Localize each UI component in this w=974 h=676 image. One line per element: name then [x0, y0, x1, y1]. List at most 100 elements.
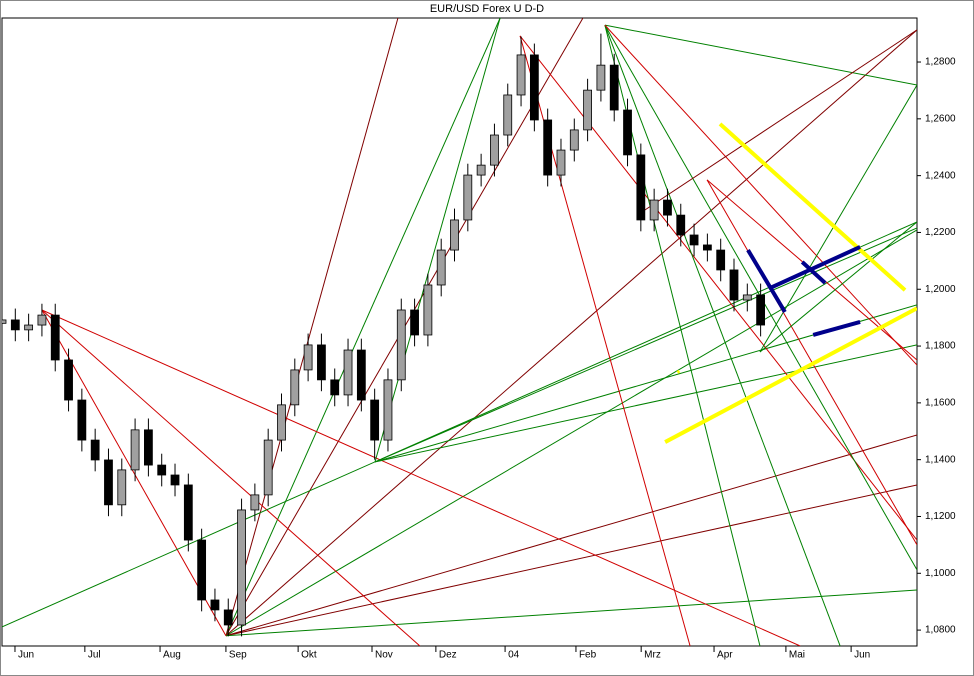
- trend-line: [225, 18, 399, 636]
- x-tick-label: Okt: [301, 650, 317, 661]
- candles: [2, 33, 766, 637]
- axes: 1,0800 1,1000 1,1200 1,1400 1,1600 1,1800 1,20…: [14, 57, 956, 661]
- candle-body: [343, 349, 353, 396]
- trend-line: [2, 221, 917, 628]
- candle-body: [596, 64, 606, 91]
- trend-line: [374, 18, 501, 463]
- candle-body: [649, 199, 659, 221]
- y-tick-label: 1,1000: [925, 568, 956, 579]
- candle-body: [2, 319, 7, 324]
- trend-line: [225, 484, 917, 637]
- y-tick-label: 1,2000: [925, 284, 956, 295]
- candle-body: [24, 324, 34, 331]
- candle-body: [130, 429, 140, 471]
- y-tick-label: 1,2200: [925, 227, 956, 238]
- candle-body: [623, 109, 632, 156]
- candle-body: [609, 64, 619, 111]
- candle-body: [636, 154, 646, 221]
- candle-body: [157, 464, 167, 476]
- trend-line: [759, 221, 917, 353]
- trend-line: [746, 249, 787, 314]
- x-tick-label: Jun: [854, 650, 870, 661]
- chart-title: EUR/USD Forex U D-D: [430, 3, 544, 15]
- trend-line: [225, 18, 501, 636]
- trend-line: [676, 369, 681, 374]
- trend-line: [812, 319, 861, 337]
- candle-body: [144, 429, 153, 466]
- candle-body: [370, 399, 380, 441]
- x-tick-label: 04: [508, 650, 520, 661]
- candle-body: [423, 284, 433, 336]
- candle-body: [556, 149, 566, 176]
- candle-body: [516, 54, 526, 96]
- x-tick-label: Dez: [439, 650, 457, 661]
- candle-body: [543, 119, 553, 176]
- candle-body: [569, 129, 579, 151]
- candle-body: [463, 174, 473, 221]
- y-tick-label: 1,2800: [925, 57, 956, 68]
- trend-line: [718, 122, 907, 292]
- x-tick-label: Aug: [163, 650, 181, 661]
- candle-body: [223, 609, 233, 626]
- x-tick-label: Mrz: [644, 650, 661, 661]
- x-tick-label: Nov: [375, 650, 393, 661]
- x-tick-label: Feb: [579, 650, 597, 661]
- y-tick-label: 1,1600: [925, 398, 956, 409]
- candle-body: [277, 404, 286, 441]
- candle-body: [170, 474, 180, 486]
- candle-body: [117, 469, 127, 506]
- candle-body: [663, 199, 672, 216]
- candle-body: [689, 234, 699, 246]
- trend-line: [225, 589, 917, 637]
- candle-body: [10, 319, 20, 331]
- trend-line: [41, 309, 421, 646]
- candle-body: [250, 494, 260, 511]
- x-tick-label: Apr: [717, 650, 733, 661]
- candle-body: [263, 439, 273, 496]
- trend-line: [800, 260, 827, 285]
- candle-body: [410, 309, 419, 336]
- candle-body: [490, 134, 499, 166]
- trend-line: [225, 434, 917, 637]
- trend-line: [604, 24, 917, 366]
- candle-body: [702, 244, 712, 251]
- candle-body: [210, 599, 220, 611]
- candle-body: [742, 294, 752, 301]
- candle-body: [729, 269, 739, 301]
- candle-body: [716, 249, 726, 271]
- trend-line: [639, 29, 917, 214]
- candle-body: [583, 89, 592, 131]
- trend-line: [664, 306, 917, 444]
- trend-line: [374, 344, 917, 463]
- candle-body: [529, 54, 539, 121]
- y-tick-label: 1,2400: [925, 170, 956, 181]
- candle-body: [197, 539, 207, 601]
- trend-line: [225, 29, 917, 637]
- candle-body: [237, 509, 246, 626]
- trend-line: [604, 24, 841, 646]
- candle-body: [756, 294, 766, 326]
- trend-line: [225, 229, 917, 637]
- y-tick-label: 1,1400: [925, 454, 956, 465]
- candle-body: [503, 94, 513, 136]
- candle-body: [450, 219, 459, 251]
- x-tick-label: Mai: [789, 650, 805, 661]
- x-tick-label: Sep: [229, 650, 247, 661]
- trend-line: [41, 309, 801, 646]
- y-tick-label: 1,1800: [925, 341, 956, 352]
- candle-body: [676, 214, 686, 236]
- candle-body: [64, 359, 73, 401]
- y-tick-label: 1,0800: [925, 625, 956, 636]
- candle-body: [183, 484, 193, 541]
- x-tick-label: Jun: [18, 650, 34, 661]
- trend-line: [769, 245, 861, 290]
- candle-body: [104, 459, 113, 506]
- trend-line: [759, 84, 917, 353]
- plot-area: [1, 17, 918, 647]
- candle-body: [317, 344, 326, 381]
- y-tick-label: 1,2600: [925, 113, 956, 124]
- candle-body: [37, 314, 47, 326]
- trend-line: [604, 24, 917, 86]
- y-tick-label: 1,1200: [925, 511, 956, 522]
